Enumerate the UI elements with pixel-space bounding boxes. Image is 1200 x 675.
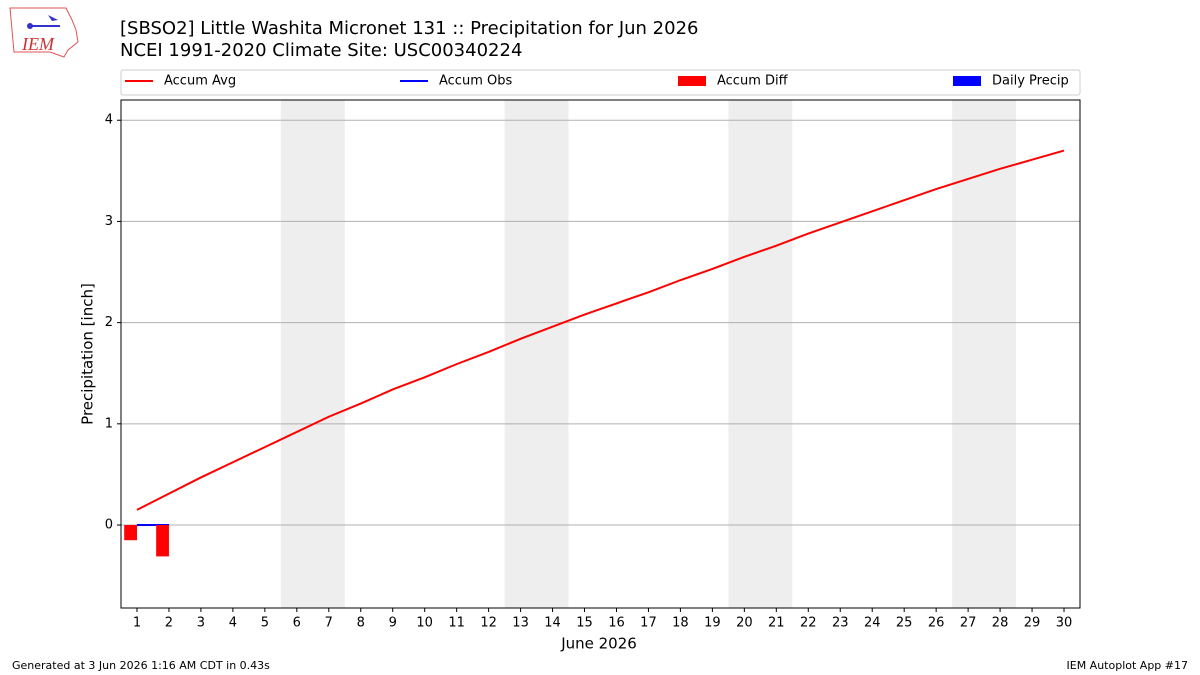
chart-title: [SBSO2] Little Washita Micronet 131 :: P…	[120, 18, 698, 39]
x-tick-label: 10	[416, 616, 433, 631]
x-tick-label: 29	[1024, 616, 1041, 631]
x-tick-label: 28	[992, 616, 1009, 631]
y-tick-label: 1	[105, 416, 113, 431]
x-tick-label: 26	[928, 616, 945, 631]
x-tick-label: 15	[576, 616, 593, 631]
x-tick-label: 17	[640, 616, 657, 631]
bar	[156, 525, 169, 557]
y-axis-label: Precipitation [inch]	[79, 283, 97, 425]
x-tick-label: 6	[293, 616, 301, 631]
legend-label: Accum Avg	[164, 74, 236, 89]
chart-subtitle: NCEI 1991-2020 Climate Site: USC00340224	[120, 40, 522, 61]
legend-swatch	[953, 76, 981, 86]
x-tick-label: 4	[229, 616, 237, 631]
x-tick-label: 12	[480, 616, 497, 631]
x-tick-label: 20	[736, 616, 753, 631]
y-tick-label: 3	[105, 214, 113, 229]
weekend-shade	[504, 100, 569, 608]
x-tick-label: 18	[672, 616, 689, 631]
x-tick-label: 9	[389, 616, 397, 631]
x-tick-label: 25	[896, 616, 913, 631]
x-tick-label: 2	[165, 616, 173, 631]
x-tick-label: 21	[768, 616, 785, 631]
y-tick-label: 4	[105, 113, 113, 128]
weekend-shade	[728, 100, 793, 608]
x-tick-label: 23	[832, 616, 849, 631]
legend-swatch	[678, 76, 706, 86]
y-tick-label: 0	[105, 518, 113, 533]
footer-left: Generated at 3 Jun 2026 1:16 AM CDT in 0…	[12, 659, 270, 672]
x-tick-label: 3	[197, 616, 205, 631]
logo: IEM	[9, 7, 79, 58]
weekend-shade	[280, 100, 345, 608]
y-tick-label: 2	[105, 315, 113, 330]
x-tick-label: 22	[800, 616, 817, 631]
x-tick-label: 8	[357, 616, 365, 631]
x-tick-label: 16	[608, 616, 625, 631]
legend-box	[120, 69, 1081, 96]
plot-frame	[120, 99, 1081, 609]
x-tick-label: 1	[133, 616, 141, 631]
x-tick-label: 27	[960, 616, 977, 631]
legend-label: Accum Diff	[717, 74, 789, 89]
x-tick-label: 14	[544, 616, 561, 631]
x-tick-label: 30	[1056, 616, 1073, 631]
x-tick-label: 24	[864, 616, 881, 631]
footer-right: IEM Autoplot App #17	[1067, 659, 1189, 672]
x-tick-label: 13	[512, 616, 529, 631]
x-tick-label: 19	[704, 616, 721, 631]
weekend-shade	[952, 100, 1017, 608]
line	[136, 149, 1065, 511]
logo-text: IEM	[21, 34, 55, 54]
x-tick-label: 5	[261, 616, 269, 631]
x-tick-label: 11	[448, 616, 465, 631]
bar	[124, 525, 137, 541]
legend-label: Daily Precip	[992, 74, 1069, 89]
x-tick-label: 7	[325, 616, 333, 631]
x-axis-label: June 2026	[560, 635, 637, 653]
legend-label: Accum Obs	[439, 74, 512, 89]
